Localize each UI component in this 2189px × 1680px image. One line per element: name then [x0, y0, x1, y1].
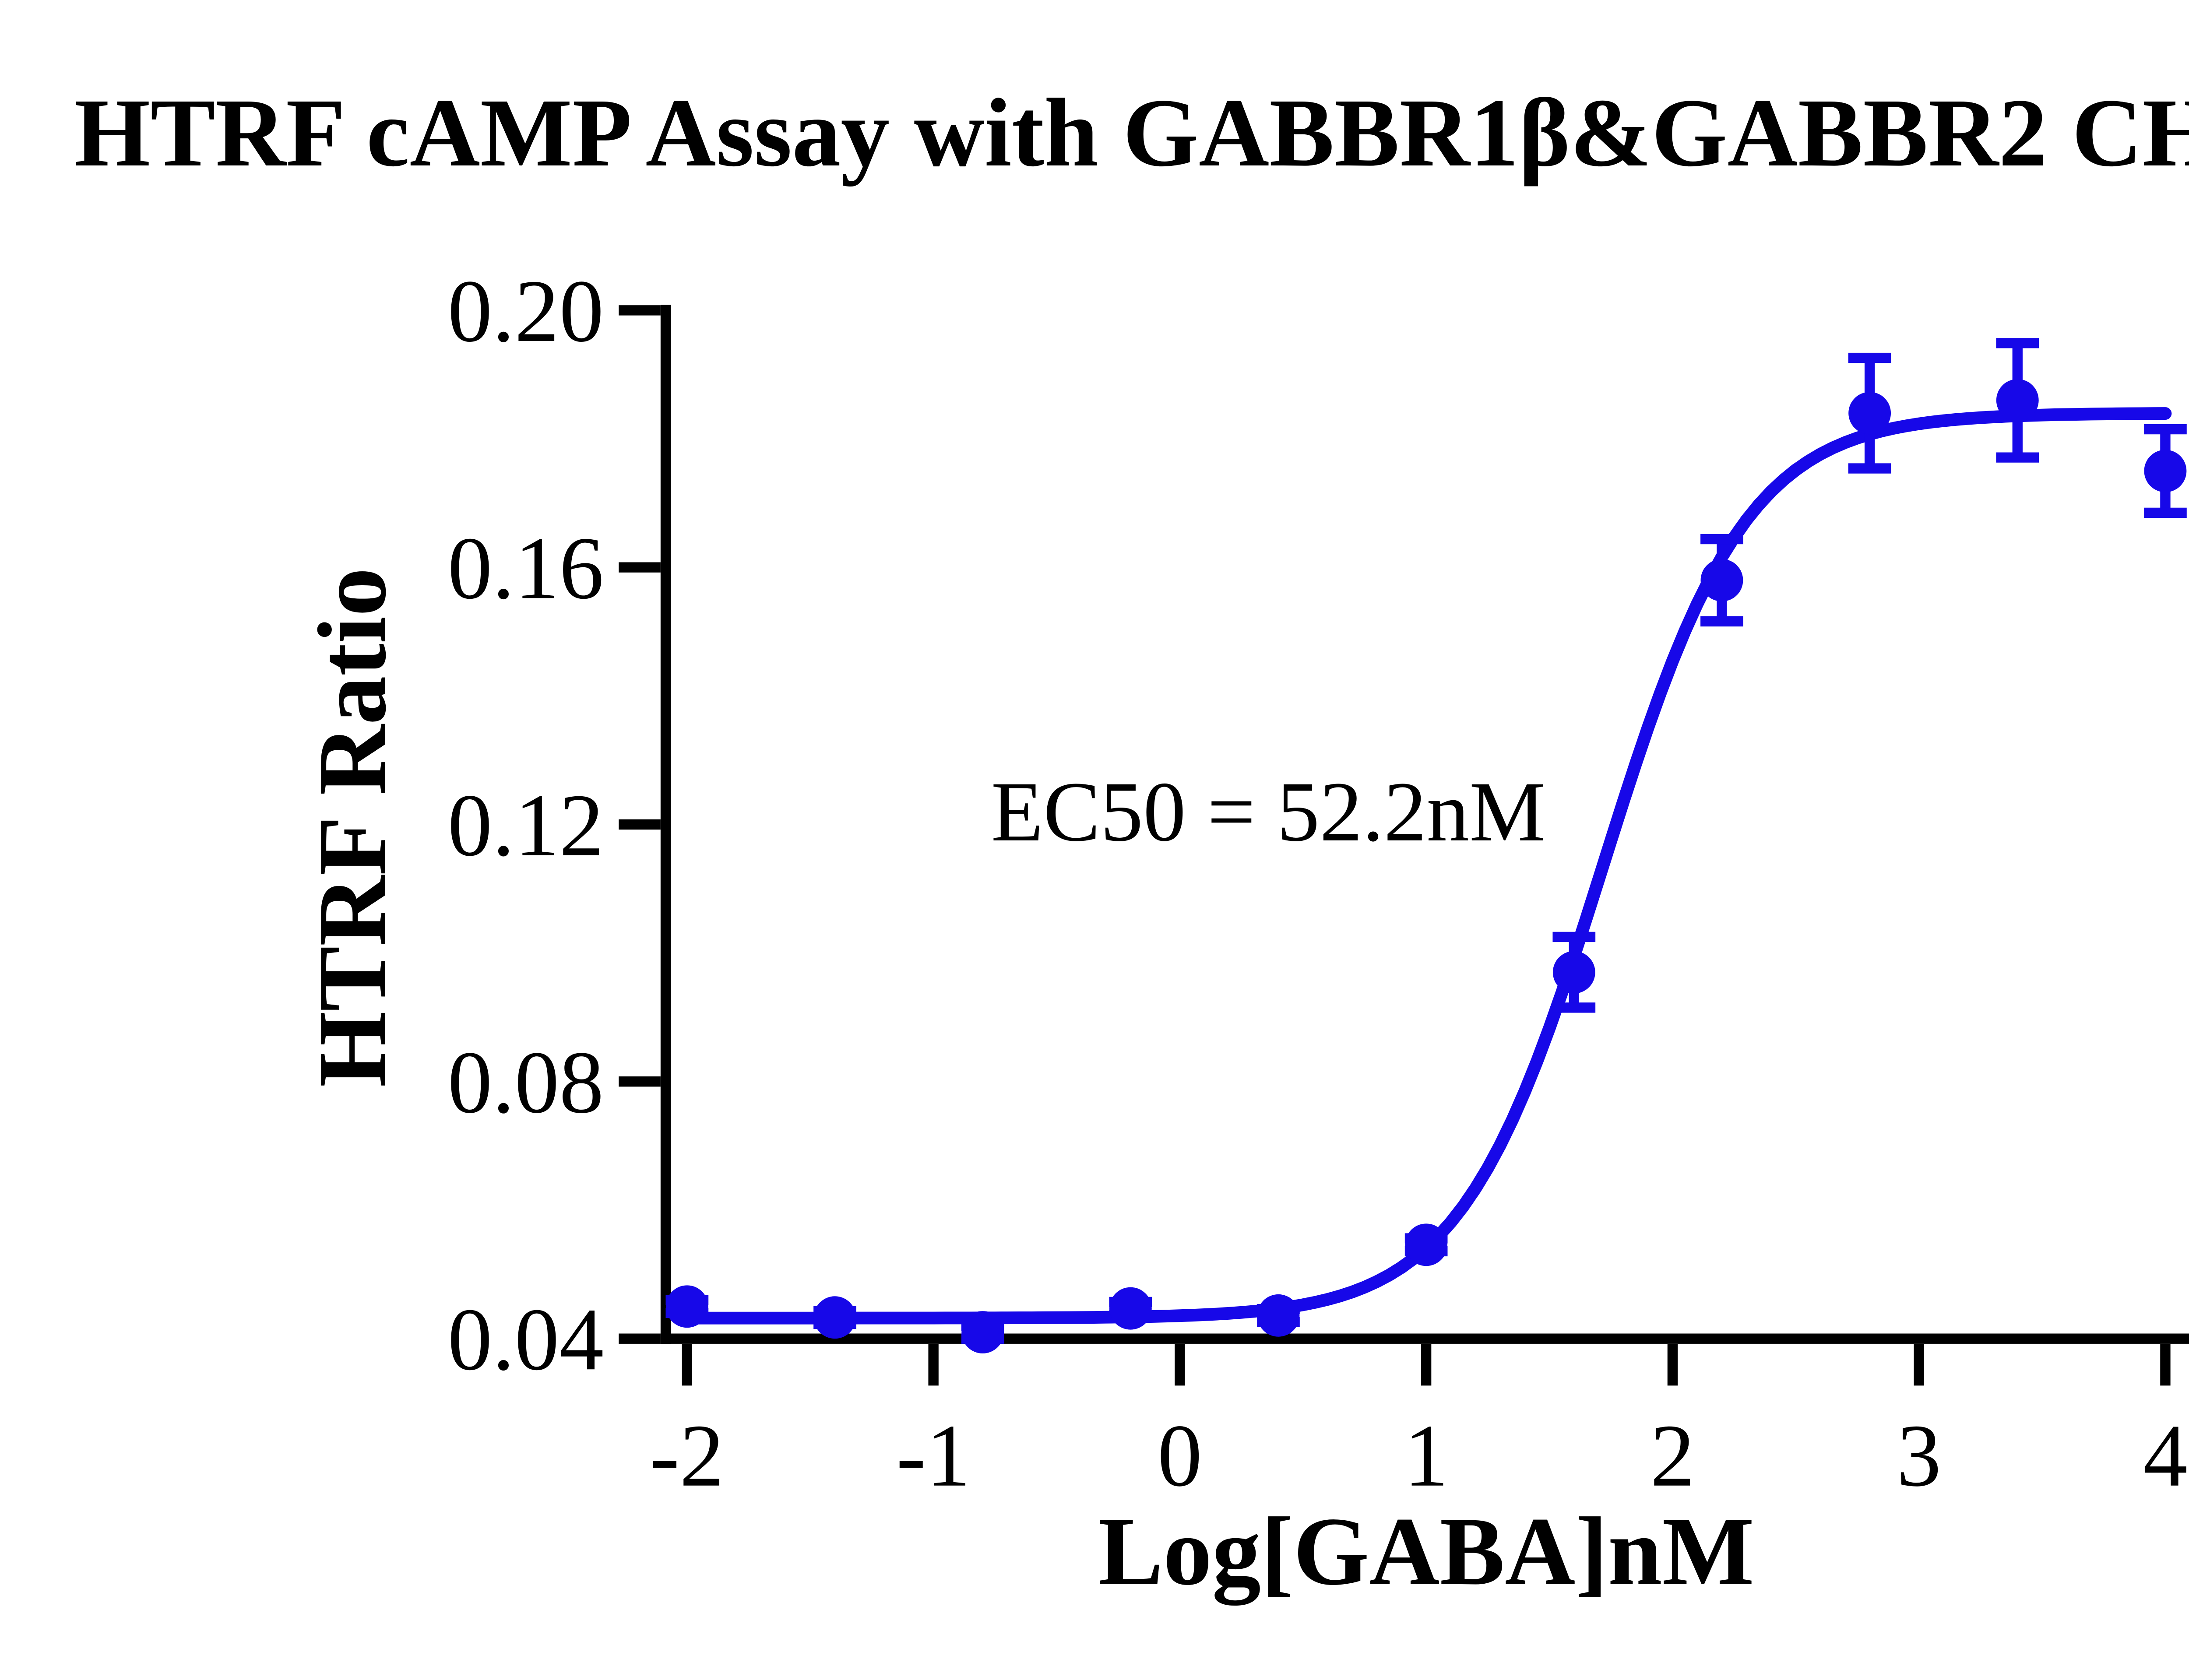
- y-tick-label: 0.12: [448, 776, 604, 875]
- data-point: [1257, 1294, 1300, 1337]
- y-tick-label: 0.16: [448, 519, 604, 618]
- y-tick-label: 0.20: [448, 262, 604, 361]
- x-tick-label: -1: [896, 1406, 971, 1505]
- data-point: [2144, 450, 2187, 492]
- x-tick-label: 0: [1158, 1406, 1202, 1505]
- data-point-group: [1552, 931, 1596, 1013]
- x-tick-label: -2: [650, 1406, 724, 1505]
- y-tick-label: 0.04: [448, 1290, 604, 1389]
- x-tick-label: 1: [1404, 1406, 1449, 1505]
- x-tick-label: 3: [1897, 1406, 1941, 1505]
- y-axis-label: HTRF Ratio: [298, 568, 406, 1087]
- axes: 0.04 0.08 0.12 0.16 0.20 -2 -1 0 1 2 3 4: [448, 262, 2189, 1505]
- x-tick-label: 4: [2143, 1406, 2188, 1505]
- y-tick-label: 0.08: [448, 1033, 604, 1132]
- data-point: [1996, 379, 2039, 422]
- data-point-group: [1257, 1294, 1300, 1337]
- x-tick-label: 2: [1650, 1406, 1695, 1505]
- data-point: [1405, 1223, 1448, 1266]
- chart-title: HTRF cAMP Assay with GABBR1β&GABBR2 CHO（…: [74, 79, 2189, 187]
- data-point: [1848, 392, 1891, 435]
- data-point-group: [1996, 338, 2039, 463]
- data-point: [1552, 951, 1595, 994]
- data-point-group: [1109, 1287, 1152, 1330]
- plot-area: [665, 338, 2187, 1353]
- data-point-group: [961, 1311, 1004, 1353]
- data-point-group: [813, 1296, 856, 1339]
- data-point: [1700, 559, 1743, 601]
- data-point: [665, 1285, 708, 1328]
- data-point: [813, 1296, 856, 1339]
- x-axis-label: Log[GABA]nM: [1098, 1497, 1754, 1606]
- ec50-annotation: EC50 = 52.2nM: [991, 765, 1545, 859]
- data-point-group: [2144, 424, 2187, 518]
- data-point-group: [665, 1285, 709, 1328]
- data-point-group: [1848, 352, 1891, 474]
- data-point: [961, 1311, 1004, 1353]
- data-point-group: [1700, 534, 1743, 627]
- fit-curve: [680, 407, 2172, 1325]
- data-point: [1109, 1287, 1152, 1330]
- data-point-group: [1404, 1223, 1448, 1266]
